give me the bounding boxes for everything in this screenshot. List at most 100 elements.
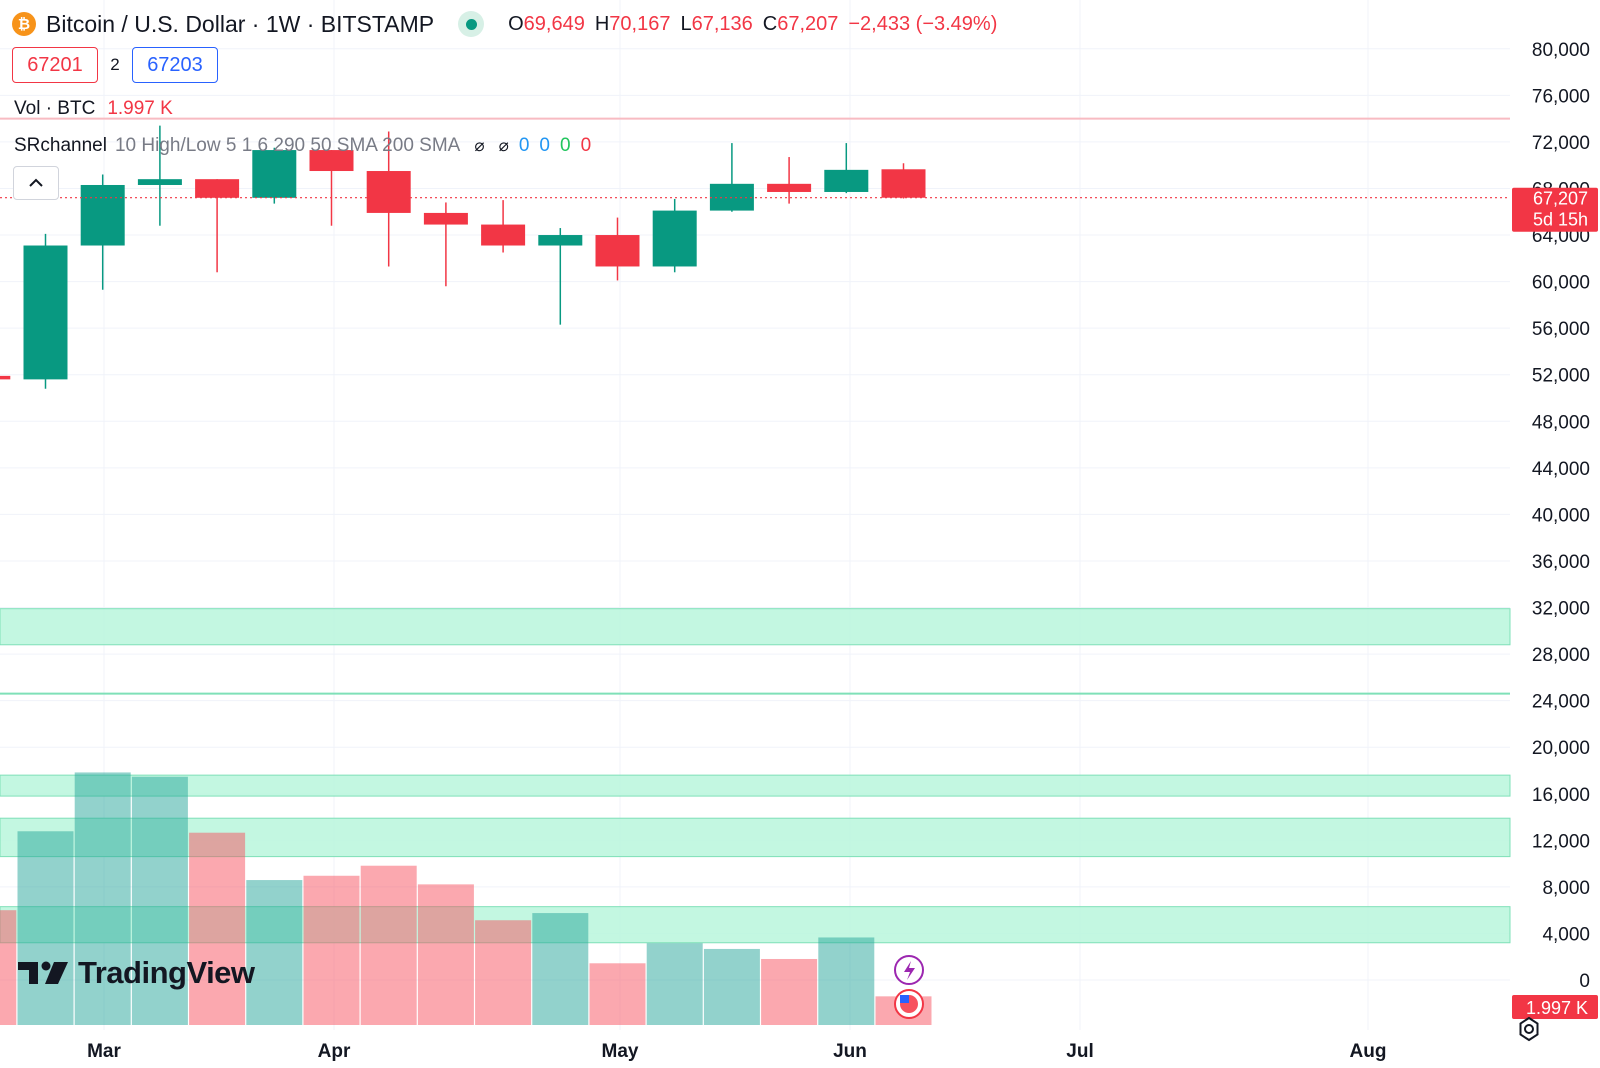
volume-legend-label: Vol · BTC [14,98,96,119]
candle-body [767,183,812,192]
price-axis-label: 44,000 [1532,459,1590,480]
candle-body [595,235,640,267]
current-price-tag [1512,187,1598,232]
volume-bar [189,832,246,1025]
candle [538,228,583,325]
time-axis-label: Jun [833,1041,867,1062]
candle-body [652,210,697,267]
symbol-title[interactable]: Bitcoin / U.S. Dollar · 1W · BITSTAMP [46,10,435,37]
sr-zone [0,608,1511,646]
indicator-glyph-1: ⌀ [474,136,485,155]
collapse-legend-button[interactable] [13,166,59,200]
candle [80,174,125,290]
volume-bar [417,884,474,1025]
bitcoin-icon[interactable]: ₿ [12,12,36,36]
price-axis-label: 80,000 [1532,40,1590,61]
candle [481,200,526,253]
tradingview-logo[interactable]: TradingView [18,955,255,991]
sell-button[interactable]: 67201 [12,47,98,83]
candle [423,202,468,287]
candle-body [80,184,125,246]
indicator-value-2: 0 [539,135,550,156]
time-axis-label: Mar [87,1041,121,1062]
price-axis-label: 12,000 [1532,831,1590,852]
volume-bar [131,776,188,1025]
candle [137,125,182,226]
time-axis[interactable]: Mar Apr May Jun Jul Aug [87,1041,1386,1062]
price-axis-label: 16,000 [1532,785,1590,806]
time-axis-label: May [602,1041,639,1062]
candle [252,147,297,204]
candle-body [0,375,11,380]
ohlc-open: O69,649 [508,12,585,35]
price-axis-label: 24,000 [1532,692,1590,713]
volume-bar [589,963,646,1025]
price-axis-label: 0 [1579,971,1590,992]
candle-body [538,235,583,246]
volume-tag [1512,995,1598,1019]
reference-lines [0,117,1510,1019]
price-axis-label: 76,000 [1532,86,1590,107]
price-axis-label: 8,000 [1542,878,1590,899]
candle-body [824,169,869,192]
candle [881,163,926,199]
lightning-glyph [904,961,915,980]
volume-bar [532,913,589,1025]
volume-bar [475,920,532,1025]
volume-legend-value: 1.997 K [107,98,173,119]
candle [366,131,411,267]
time-axis-label: Apr [318,1041,351,1062]
price-axis-label: 60,000 [1532,273,1590,294]
indicator-name: SRchannel [14,135,107,156]
settings-gear-icon[interactable] [1515,1015,1543,1043]
indicator-glyph-2: ⌀ [498,136,509,155]
indicator-value-3: 0 [560,135,571,156]
indicator-value-4: 0 [580,135,592,156]
spread-value: 2 [110,55,120,74]
price-axis-label: 48,000 [1532,412,1590,433]
price-axis-label: 72,000 [1532,133,1590,154]
chevron-up-icon [29,178,43,187]
market-open-dot-icon[interactable] [458,11,485,37]
events [894,955,924,1019]
price-axis[interactable]: 80,00076,00072,00068,00064,00060,00056,0… [1512,40,1598,1019]
candle-body [366,171,411,213]
indicator-legend[interactable]: SRchannel 10 High/Low 5 1 6 290 50 SMA 2… [14,135,591,157]
volume-bar [646,943,703,1025]
candle-body [881,169,926,198]
candle [652,198,697,273]
ohlc-close: C67,207 [762,12,839,35]
volume-axis-label: 1.997 K [1526,998,1588,1018]
volume-bar [360,865,417,1025]
volume-bar [703,948,760,1025]
buy-button[interactable]: 67203 [132,47,218,83]
candle [824,143,869,194]
sr-zone [0,774,1511,797]
current-price-label: 67,207 [1533,189,1588,209]
price-axis-label: 20,000 [1532,738,1590,759]
us-flag-canton [900,995,909,1003]
volume-bar [246,880,303,1025]
price-axis-label: 40,000 [1532,505,1590,526]
volume-bar [761,958,818,1025]
volume-legend[interactable]: Vol · BTC 1.997 K [14,98,173,120]
countdown-label: 5d 15h [1533,210,1588,230]
volume-bar [0,910,17,1025]
volume-bars [0,772,932,1025]
indicator-value-1: 0 [518,135,530,156]
candle [767,157,812,204]
candle [195,179,240,273]
price-axis-label: 4,000 [1542,924,1590,945]
candle-body [423,212,468,225]
candle-body [252,150,297,198]
price-axis-label: 36,000 [1532,552,1590,573]
sr-zone [0,817,1511,858]
candle-body [481,224,526,246]
order-panel: 67201 2 67203 [12,47,218,83]
candle-body [137,179,182,185]
candle [595,217,640,281]
tradingview-logo-icon [18,961,68,984]
ohlc-high: H70,167 [594,12,671,35]
time-axis-label: Jul [1066,1041,1093,1062]
